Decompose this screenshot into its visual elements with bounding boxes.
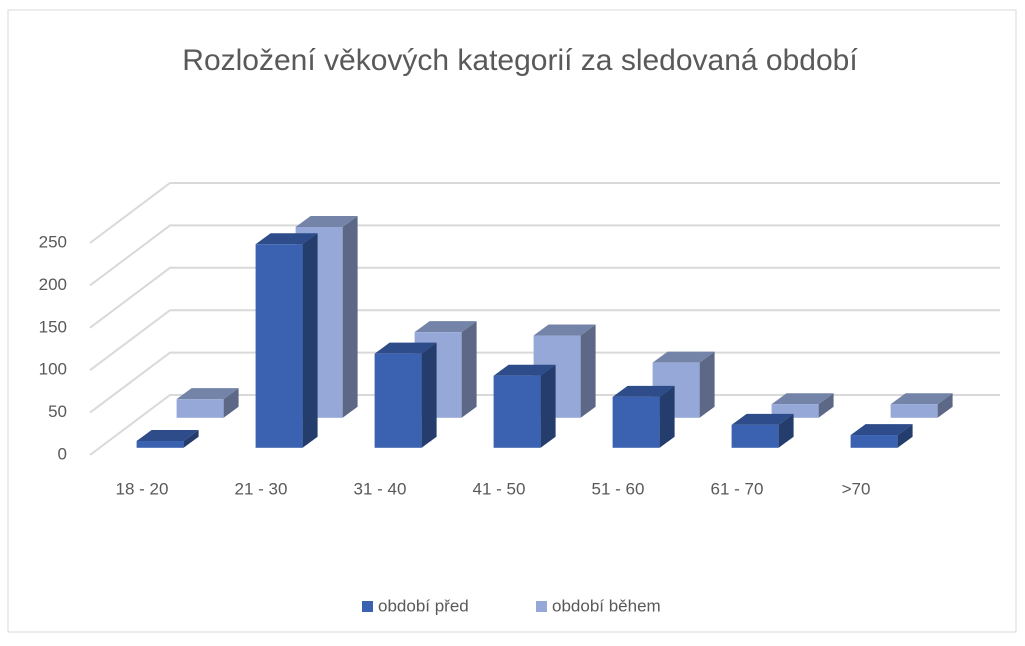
bar bbox=[493, 375, 541, 448]
chart-frame bbox=[7, 9, 1017, 633]
bar bbox=[731, 424, 779, 448]
bar-top bbox=[533, 324, 596, 336]
bar bbox=[890, 404, 938, 418]
x-tick-label: 31 - 40 bbox=[354, 479, 407, 498]
bar-top bbox=[176, 388, 239, 400]
bar-side bbox=[778, 413, 794, 448]
grid-line bbox=[89, 182, 1000, 244]
bar-side bbox=[302, 233, 318, 448]
bar-side bbox=[540, 364, 556, 448]
bar-top bbox=[414, 321, 477, 333]
bar-side bbox=[461, 321, 477, 418]
bar-side bbox=[699, 351, 715, 418]
bar-side bbox=[897, 424, 913, 448]
bar-side bbox=[342, 216, 358, 418]
bar-top bbox=[612, 385, 675, 397]
x-tick-label: >70 bbox=[842, 479, 871, 498]
bar-top bbox=[652, 351, 715, 363]
legend-label: období před bbox=[378, 596, 469, 615]
bar-top bbox=[850, 424, 913, 436]
grid-line bbox=[89, 394, 1000, 456]
bar-top bbox=[255, 233, 318, 245]
y-tick-label: 0 bbox=[58, 444, 67, 463]
bar-top bbox=[771, 393, 834, 405]
y-tick-label: 50 bbox=[48, 402, 67, 421]
bar bbox=[255, 244, 303, 448]
bar bbox=[176, 399, 224, 418]
bar bbox=[136, 441, 184, 448]
bar-side bbox=[183, 430, 199, 448]
bar-side bbox=[937, 393, 953, 418]
x-tick-label: 51 - 60 bbox=[592, 479, 645, 498]
bar-top bbox=[493, 364, 556, 376]
y-tick-label: 200 bbox=[39, 275, 67, 294]
x-tick-label: 61 - 70 bbox=[711, 479, 764, 498]
bar-top bbox=[890, 393, 953, 405]
legend-swatch bbox=[536, 601, 547, 612]
bar bbox=[850, 435, 898, 448]
legend-swatch bbox=[362, 601, 373, 612]
x-tick-label: 21 - 30 bbox=[235, 479, 288, 498]
legend-label: období během bbox=[552, 596, 661, 615]
bar-top bbox=[731, 413, 794, 425]
bar-top bbox=[295, 216, 358, 227]
y-tick-label: 100 bbox=[39, 360, 67, 379]
bar-side bbox=[659, 385, 675, 448]
bar-side bbox=[421, 342, 437, 448]
bar-side bbox=[580, 324, 596, 418]
bar bbox=[374, 353, 422, 448]
bar-top bbox=[374, 342, 437, 354]
bar-top bbox=[136, 430, 199, 442]
x-tick-label: 18 - 20 bbox=[116, 479, 169, 498]
chart-title: Rozložení věkových kategorií za sledovan… bbox=[182, 44, 858, 77]
y-tick-label: 150 bbox=[39, 317, 67, 336]
grid-line bbox=[89, 266, 1000, 329]
bar-side bbox=[223, 388, 239, 418]
grid-line bbox=[89, 309, 1000, 372]
x-tick-label: 41 - 50 bbox=[473, 479, 526, 498]
bar bbox=[612, 396, 660, 448]
grid-line bbox=[89, 224, 1000, 287]
y-tick-label: 250 bbox=[39, 232, 67, 251]
bar-side bbox=[818, 393, 834, 418]
grid-line bbox=[89, 351, 1000, 414]
